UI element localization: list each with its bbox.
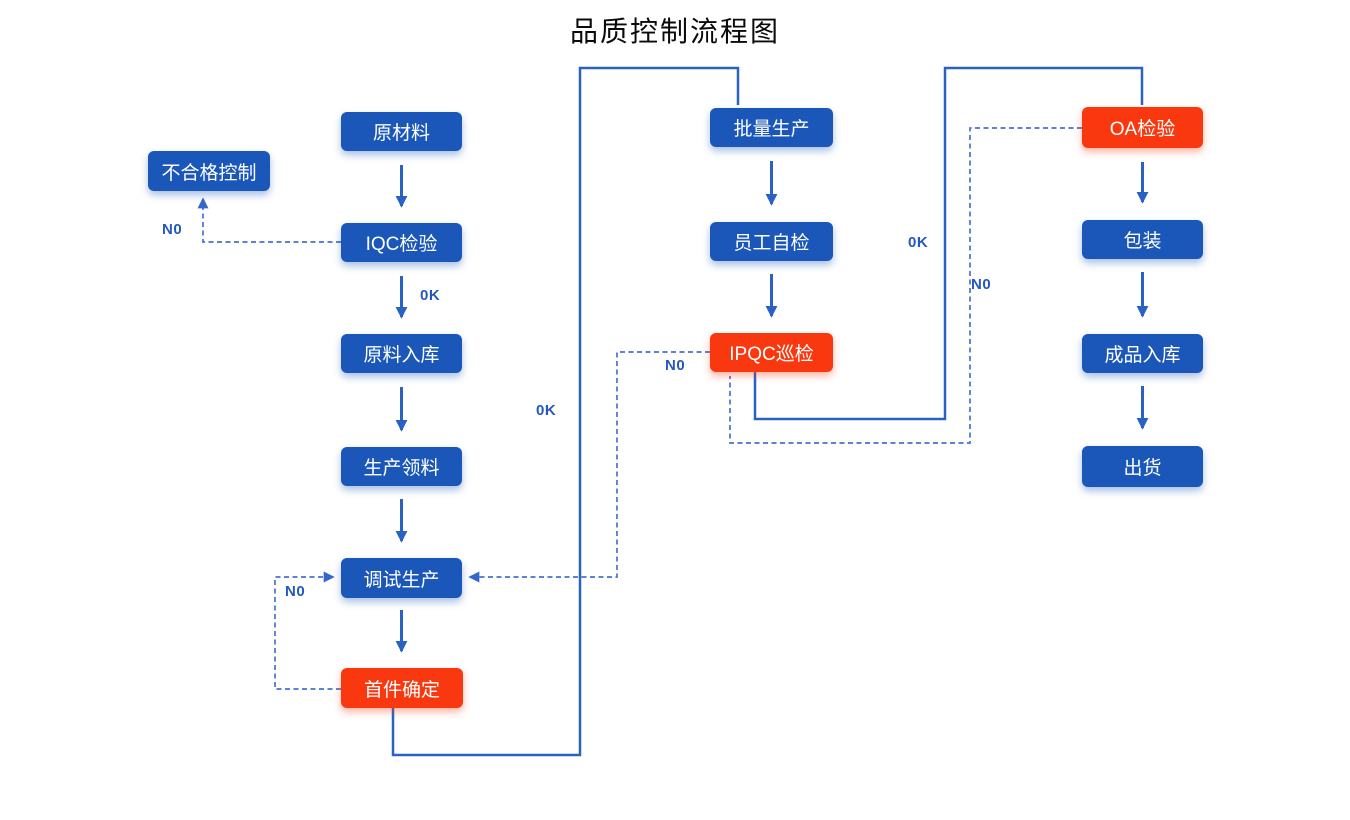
node-oa-inspection: OA检验: [1082, 107, 1203, 148]
node-production-material-picking: 生产领料: [341, 447, 462, 486]
node-shipping: 出货: [1082, 446, 1203, 487]
edge-oa-no-to-ipqc: [729, 127, 1082, 444]
edge-label-first-article-no: N0: [285, 583, 306, 600]
node-finished-goods-storage: 成品入库: [1082, 334, 1203, 373]
edge-first-article-ok-to-mass-production: [391, 66, 740, 757]
edge-label-iqc-ok: 0K: [420, 287, 441, 304]
node-mass-production: 批量生产: [710, 108, 833, 147]
edge-label-first-article-ok: 0K: [536, 402, 557, 419]
node-raw-material: 原材料: [341, 112, 462, 151]
node-first-article-confirmation: 首件确定: [341, 668, 463, 708]
edge-label-ipqc-ok: 0K: [908, 234, 929, 251]
edge-ipqc-ok-to-oa-inspection: [753, 66, 1144, 421]
edge-first-article-no-to-trial: [274, 571, 341, 690]
node-ipqc-patrol-inspection: IPQC巡检: [710, 333, 833, 372]
edge-label-oa-no: N0: [971, 276, 992, 293]
node-trial-production: 调试生产: [341, 558, 462, 598]
edge-ipqc-no-to-trial: [468, 351, 710, 583]
edge-label-ipqc-no: N0: [665, 357, 686, 374]
diagram-title: 品质控制流程图: [569, 17, 780, 48]
node-iqc-inspection: IQC检验: [341, 223, 462, 262]
node-employee-self-inspection: 员工自检: [710, 222, 833, 261]
edge-label-iqc-no: N0: [162, 221, 183, 238]
node-packaging: 包装: [1082, 220, 1203, 259]
node-nonconforming-control: 不合格控制: [148, 151, 270, 191]
edge-iqc-no-to-nonconforming: [197, 197, 341, 243]
node-raw-material-storage: 原料入库: [341, 334, 462, 373]
